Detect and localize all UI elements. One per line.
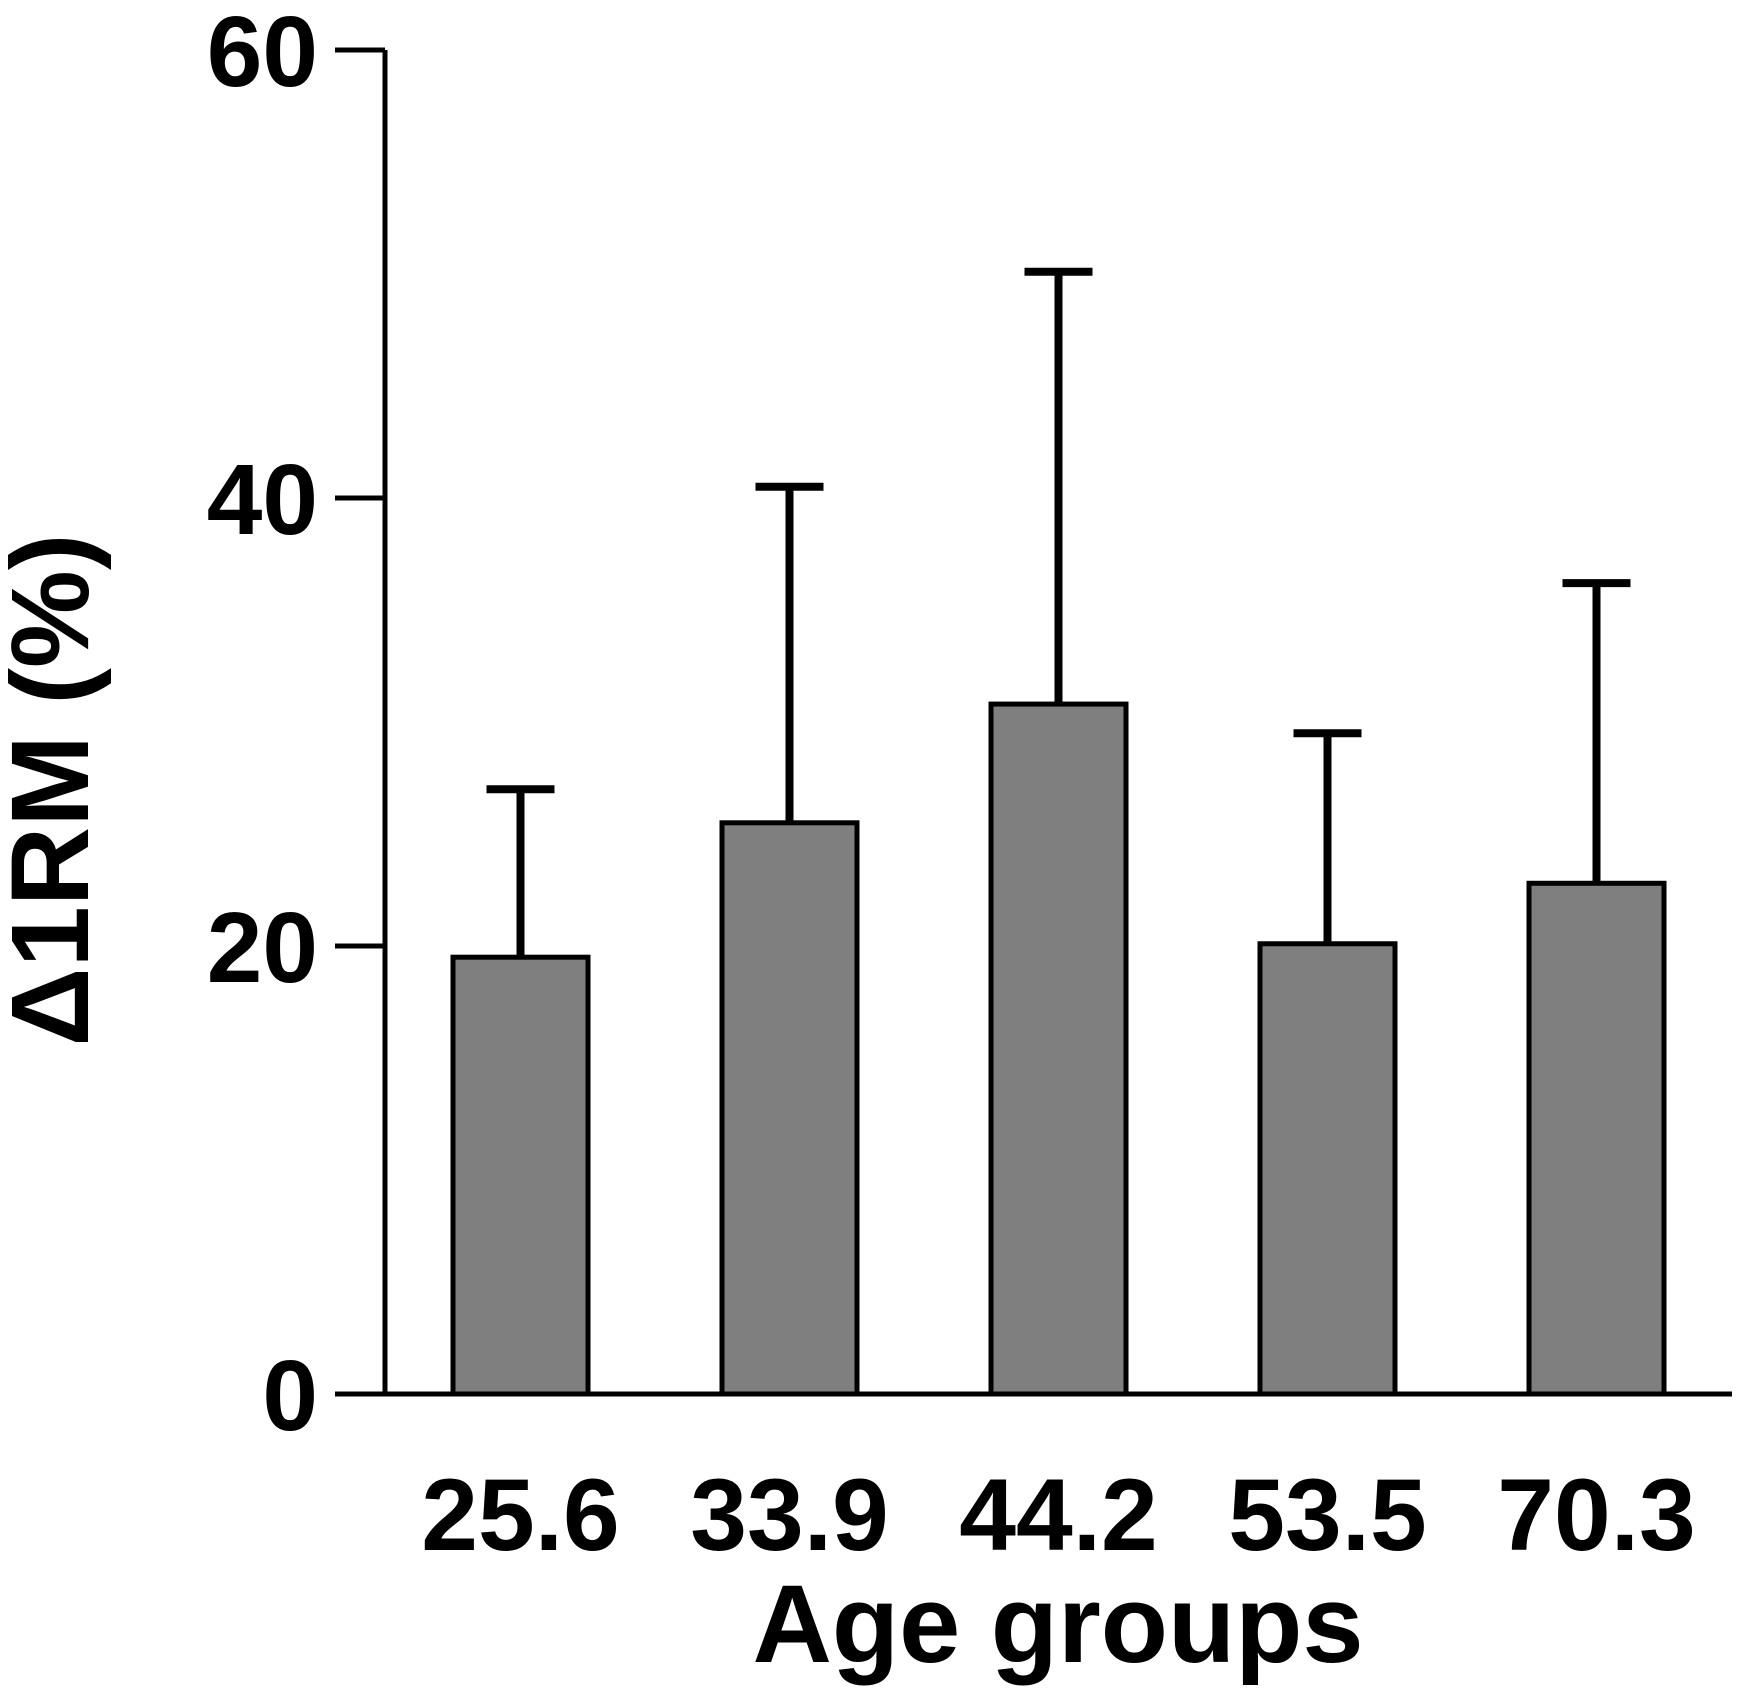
bar [1257, 941, 1398, 1397]
plot-layer: 0 20 40 60 25.6 33.9 44.2 53.5 70.3 [207, 0, 1732, 1572]
bar [719, 820, 860, 1397]
x-tick-label: 33.9 [690, 1458, 889, 1572]
x-tick-label: 44.2 [959, 1458, 1158, 1572]
y-axis-title: Δ1RM (%) [0, 534, 112, 1047]
bar [450, 954, 591, 1397]
y-tick-label: 60 [207, 0, 318, 108]
y-tick-label: 0 [262, 1340, 318, 1452]
x-tick-label: 25.6 [421, 1458, 620, 1572]
x-axis-title: Age groups [752, 1563, 1363, 1686]
bar [1526, 880, 1667, 1397]
x-tick-label: 70.3 [1497, 1458, 1696, 1572]
y-tick-label: 40 [207, 444, 318, 556]
y-tick-label: 20 [207, 892, 318, 1004]
bar [988, 701, 1129, 1397]
x-tick-label: 53.5 [1228, 1458, 1427, 1572]
